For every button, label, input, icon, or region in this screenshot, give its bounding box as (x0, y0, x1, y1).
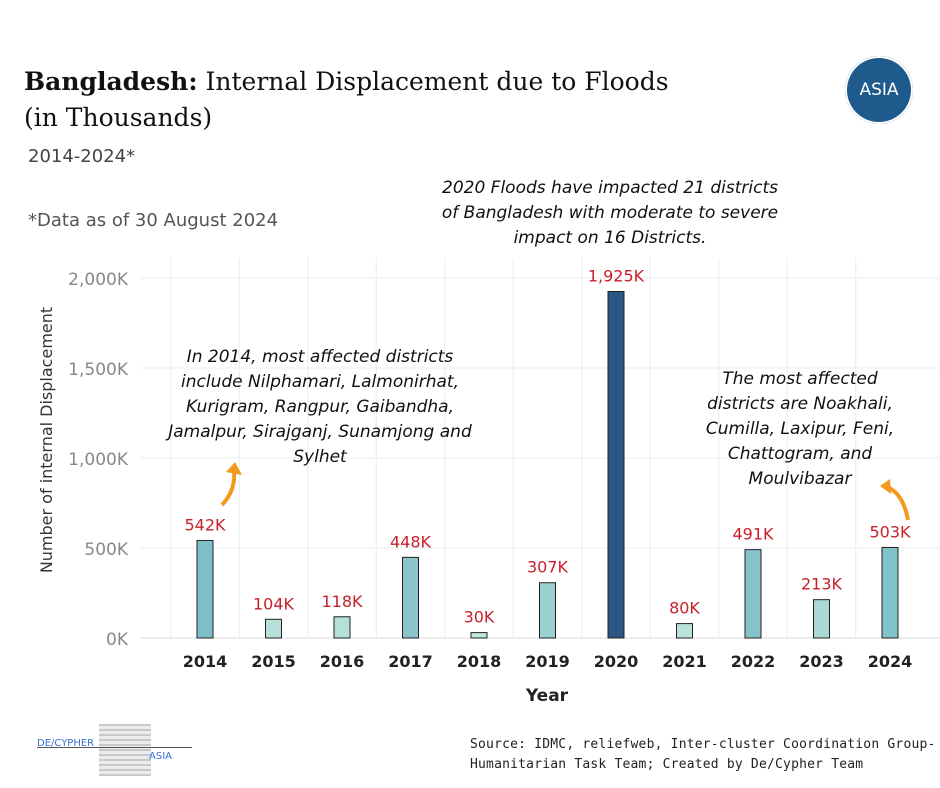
annotation-line: 2020 Floods have impacted 21 districts (442, 178, 778, 198)
data-note: *Data as of 30 August 2024 (28, 210, 279, 231)
x-tick-label: 2022 (731, 652, 776, 671)
annotation-line: Chattogram, and (727, 444, 873, 464)
bar-2020 (607, 291, 625, 639)
data-label-2018: 30K (464, 608, 495, 627)
x-tick-label: 2024 (868, 652, 913, 671)
x-tick-label: 2015 (251, 652, 296, 671)
bar-2022 (744, 549, 762, 639)
annotation-line: Cumilla, Laxipur, Feni, (705, 419, 895, 439)
bar-2021 (676, 623, 693, 639)
x-tick-label: 2019 (525, 652, 570, 671)
data-label-2024: 503K (869, 522, 911, 541)
bar-2015 (265, 618, 282, 639)
x-tick-label: 2014 (183, 652, 228, 671)
bar-2016 (333, 616, 351, 639)
annotation-line: In 2014, most affected districts (186, 347, 454, 367)
x-tick-label: 2020 (594, 652, 639, 671)
bar-2019 (539, 582, 556, 639)
bar-2017 (402, 556, 419, 639)
y-axis-title: Number of internal Displacement (37, 307, 56, 573)
annotation-2024: The most affected districts are Noakhali… (690, 367, 910, 492)
logo-divider (37, 747, 192, 748)
annotation-line: districts are Noakhali, (707, 394, 893, 414)
title-bold: Bangladesh: (24, 67, 198, 96)
bar-2018 (470, 632, 488, 639)
annotation-line: Kurigram, Rangpur, Gaibandha, (185, 397, 455, 417)
y-tick-label: 0K (106, 630, 129, 650)
data-label-2019: 307K (527, 558, 569, 577)
arrowhead-2014-icon (226, 462, 242, 475)
annotation-line: Jamalpur, Sirajganj, Sunamjong and (168, 422, 472, 442)
y-tick-label: 1,500K (68, 360, 129, 380)
annotation-line: of Bangladesh with moderate to severe (441, 203, 779, 223)
source-line: Source: IDMC, reliefweb, Inter-cluster C… (470, 737, 936, 752)
data-label-2016: 118K (321, 592, 363, 611)
y-tick-label: 500K (84, 540, 128, 560)
data-label-2017: 448K (390, 532, 432, 551)
brand-right: ASIA (149, 751, 172, 762)
annotation-2014: In 2014, most affected districts include… (140, 345, 500, 470)
asia-logo: ASIA (845, 56, 913, 124)
bar-2024 (881, 546, 899, 639)
data-label-2014: 542K (184, 515, 226, 534)
title-line2: (in Thousands) (24, 103, 213, 132)
decypher-logo: DE/CYPHER ASIA (37, 724, 197, 778)
period-subtitle: 2014-2024* (28, 146, 136, 167)
chart-title: Bangladesh: Internal Displacement due to… (24, 64, 669, 136)
annotation-line: include Nilphamari, Lalmonirhat, (181, 372, 459, 392)
y-tick-label: 1,000K (68, 450, 129, 470)
bar-2023 (813, 599, 830, 639)
maze-icon (99, 724, 151, 776)
x-tick-label: 2023 (799, 652, 844, 671)
bar-2014 (196, 539, 214, 639)
annotation-line: Moulvibazar (748, 469, 852, 489)
data-label-2015: 104K (253, 594, 295, 613)
arrowhead-2024-icon (880, 479, 891, 494)
annotation-2020: 2020 Floods have impacted 21 districts o… (410, 176, 810, 251)
data-label-2020: 1,925K (588, 267, 645, 286)
annotation-line: impact on 16 Districts. (513, 228, 707, 248)
arrow-2014-icon (220, 469, 237, 507)
annotation-line: The most affected (722, 369, 878, 389)
title-rest: Internal Displacement due to Floods (197, 67, 669, 96)
x-tick-label: 2018 (457, 652, 502, 671)
x-tick-label: 2017 (388, 652, 433, 671)
x-axis-title: Year (525, 686, 569, 706)
annotation-line: Sylhet (293, 447, 347, 467)
data-label-2023: 213K (801, 575, 843, 594)
data-label-2022: 491K (732, 525, 774, 544)
source-note: Source: IDMC, reliefweb, Inter-cluster C… (470, 735, 936, 775)
x-tick-label: 2021 (662, 652, 707, 671)
x-tick-label: 2016 (320, 652, 365, 671)
brand-left: DE/CYPHER (37, 738, 95, 749)
source-line: Humanitarian Task Team; Created by De/Cy… (470, 757, 864, 772)
data-label-2021: 80K (669, 599, 700, 618)
y-tick-label: 2,000K (68, 270, 129, 290)
